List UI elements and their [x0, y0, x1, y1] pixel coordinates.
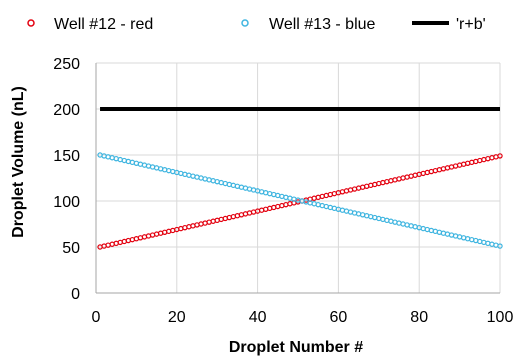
legend-item-well-12: Well #12 - red [27, 16, 153, 33]
x-tick-label: 20 [168, 309, 186, 326]
gridlines [96, 62, 501, 293]
legend-marker-well-12 [27, 19, 35, 27]
x-tick-label: 0 [92, 309, 101, 326]
series-1 [97, 153, 503, 250]
y-tick-label: 0 [71, 286, 80, 303]
x-axis-title: Droplet Number # [229, 339, 363, 356]
legend-label-well-12: Well #12 - red [54, 16, 153, 33]
y-tick-labels: 0 50 100 150 200 250 [53, 56, 80, 303]
legend-item-r-plus-b: 'r+b' [412, 16, 486, 33]
x-tick-label: 80 [410, 309, 428, 326]
legend-item-well-13: Well #13 - blue [241, 16, 376, 33]
x-tick-labels: 0 20 40 60 80 100 [92, 309, 514, 326]
series [97, 107, 503, 250]
y-tick-label: 250 [53, 56, 80, 73]
data-point [497, 243, 503, 249]
axes [95, 63, 500, 294]
y-axis-title: Droplet Volume (nL) [10, 86, 27, 238]
legend: Well #12 - red Well #13 - blue 'r+b' [27, 16, 486, 33]
series-2 [97, 152, 503, 249]
y-tick-label: 200 [53, 102, 80, 119]
y-tick-label: 50 [62, 240, 80, 257]
y-tick-label: 100 [53, 194, 80, 211]
y-tick-label: 150 [53, 148, 80, 165]
x-tick-label: 40 [249, 309, 267, 326]
legend-label-r-plus-b: 'r+b' [456, 16, 486, 33]
legend-label-well-13: Well #13 - blue [269, 16, 376, 33]
legend-marker-well-13 [241, 19, 249, 27]
data-point [497, 153, 503, 159]
x-tick-label: 100 [487, 309, 514, 326]
x-tick-label: 60 [330, 309, 348, 326]
